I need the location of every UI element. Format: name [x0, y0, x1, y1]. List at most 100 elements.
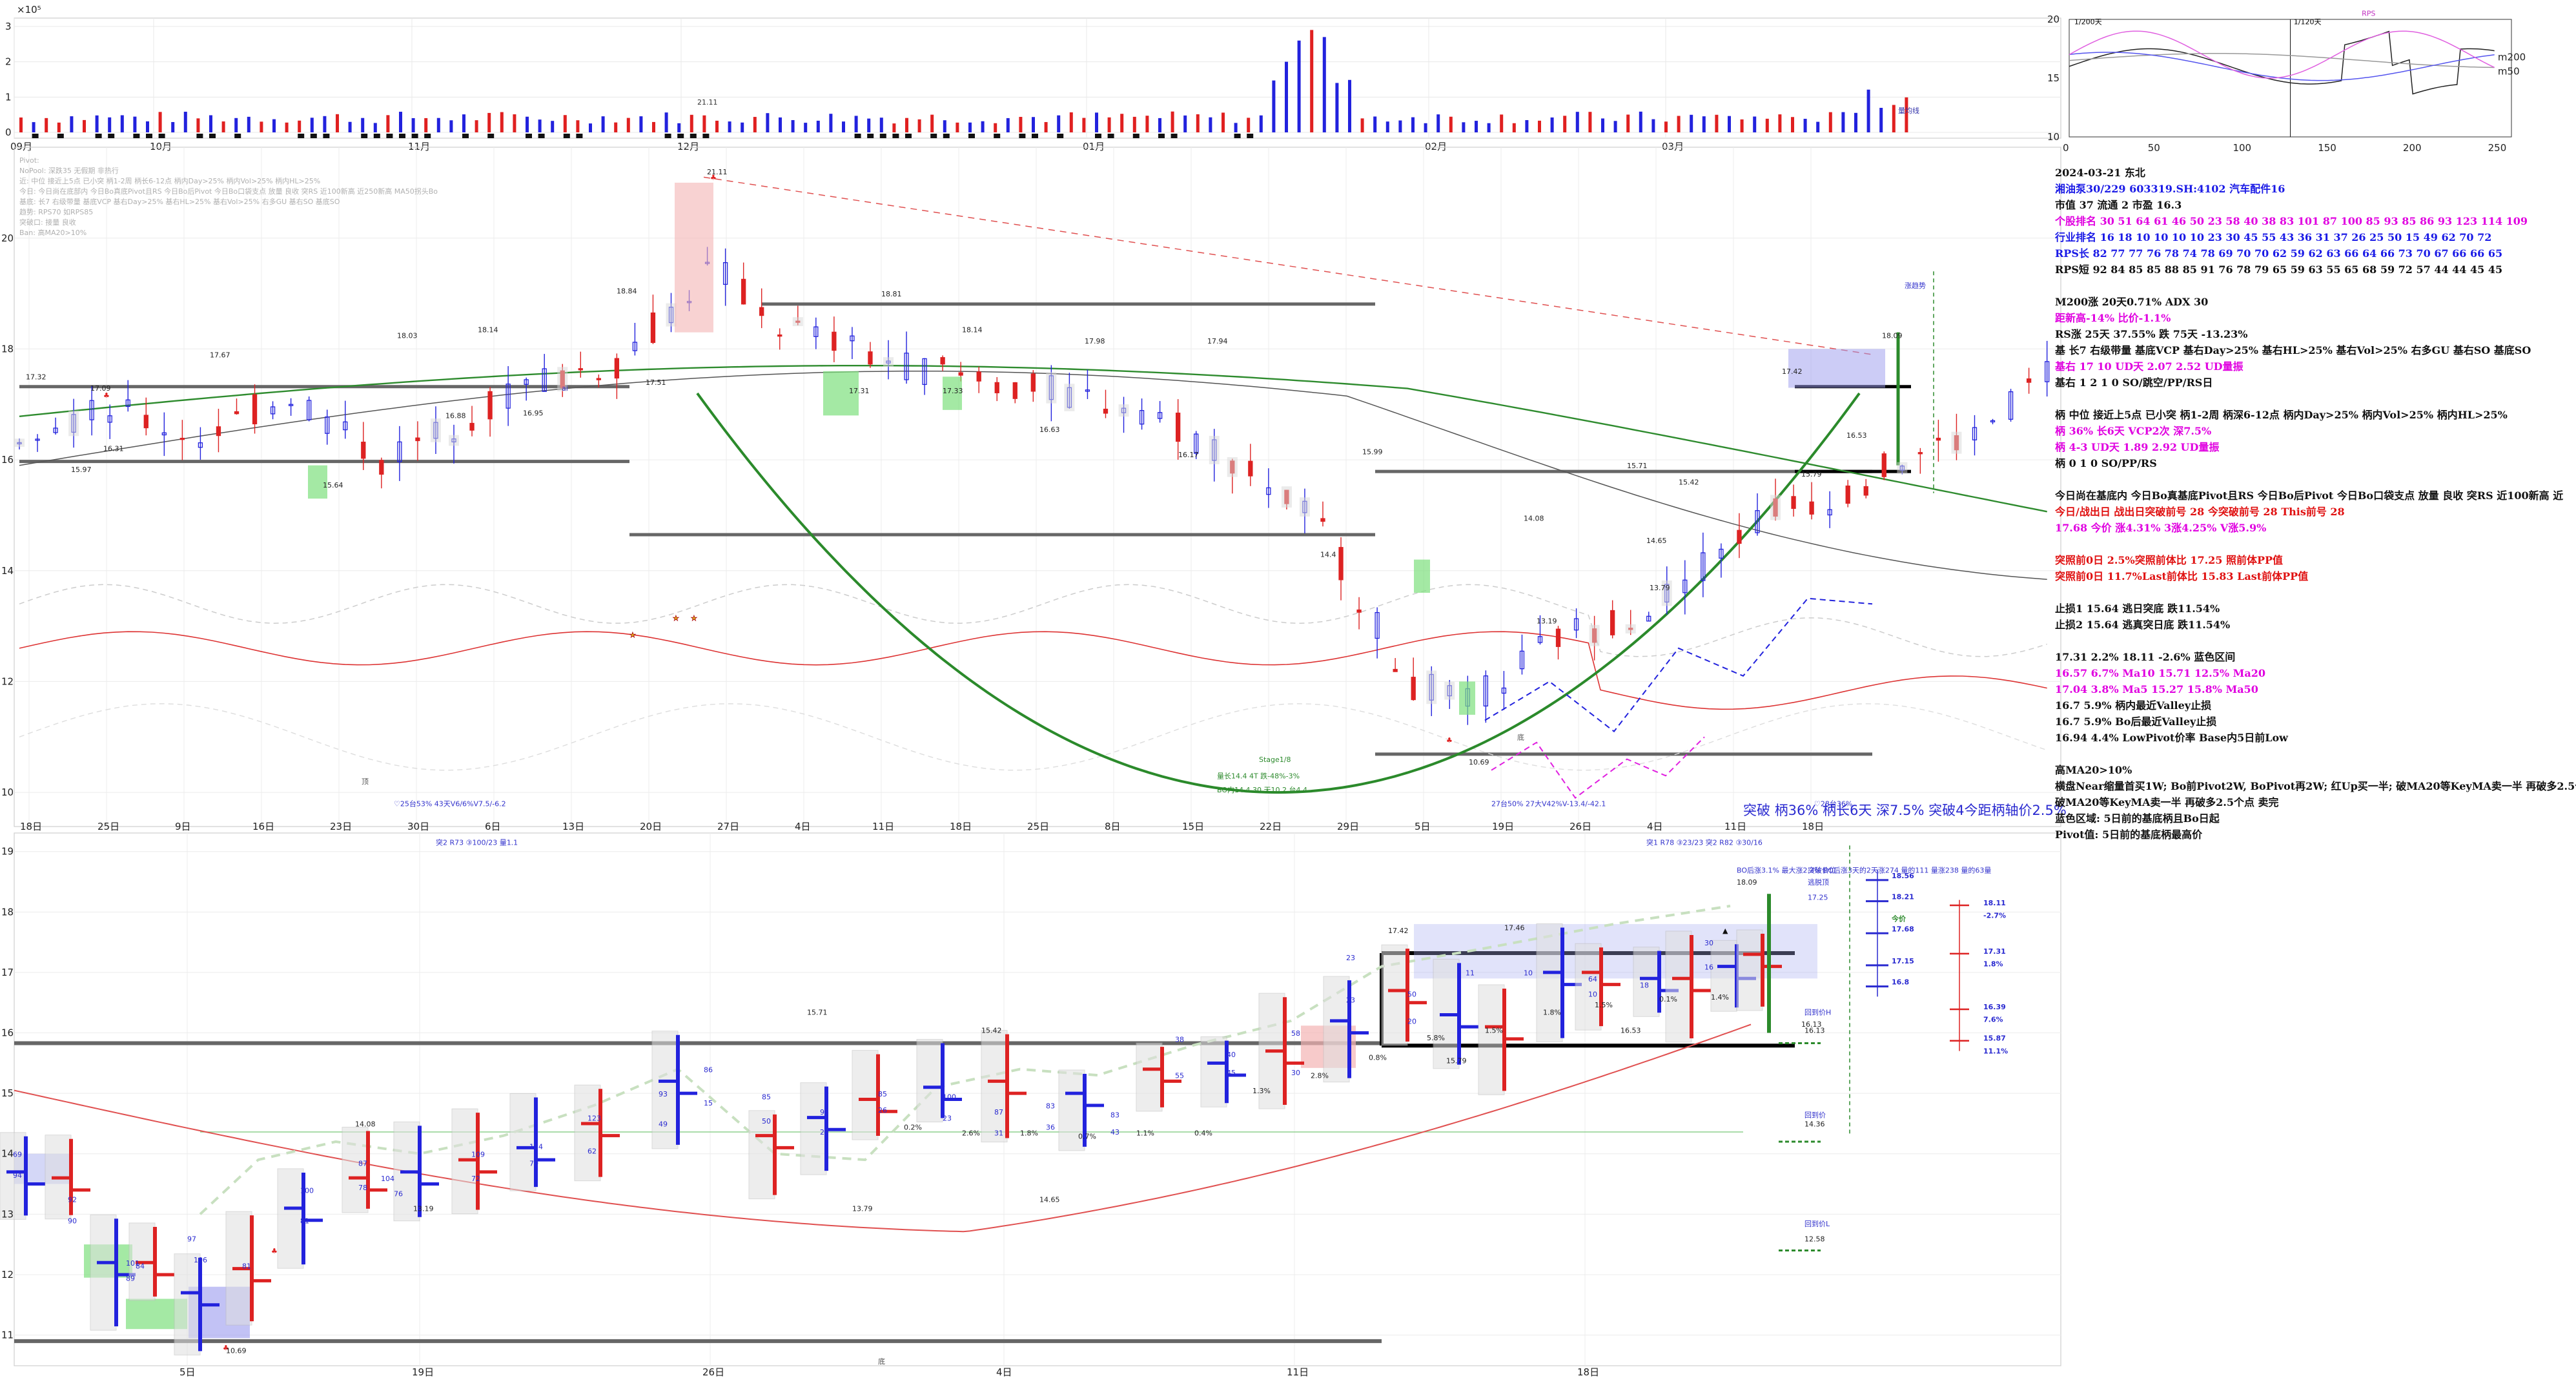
lower-pct-label: 0.2% [904, 1123, 922, 1131]
candle-body [288, 404, 294, 406]
main-y-ticks: 10 12 14 16 18 20 [1, 232, 14, 798]
volume-bar [1753, 116, 1757, 132]
lower-bar-number: 36 [1046, 1123, 1055, 1131]
candle-body [506, 384, 511, 409]
volume-bar [1019, 116, 1023, 132]
candle-body [1555, 628, 1561, 647]
candle-body [415, 437, 420, 442]
event-marker [994, 134, 1001, 138]
volume-bar [1170, 111, 1174, 132]
volume-bar [1702, 116, 1706, 132]
candle-shadow [792, 317, 803, 327]
lower-bar-number: 123 [588, 1114, 601, 1122]
mini-rps-line [2069, 30, 2495, 79]
main-price-label: 13.79 [1650, 584, 1670, 592]
lower-bottom-tag: 底 [878, 1357, 885, 1366]
volume-bar [1639, 111, 1642, 132]
revisit-mid-label: 回到价 [1804, 1111, 1826, 1120]
candle-body [958, 372, 963, 376]
info-ma-b: 17.04 3.8% Ma5 15.27 15.8% Ma50 [2055, 683, 2258, 695]
lower-bar-number: 64 [1588, 975, 1597, 983]
candle-body [596, 378, 601, 380]
volume-bar [336, 114, 339, 132]
lower-price-label: 13.19 [413, 1205, 434, 1213]
main-annotations: Stage1/8 量长14.4 4T 跌-48%-3% BO内14.4 30 天10… [103, 174, 1991, 875]
volume-y-tick: 3 [5, 21, 12, 32]
volume-bar [626, 118, 630, 132]
volume-bar [19, 117, 23, 132]
left-vcp-label: ♡25台53% 43天V6/6%V7.5/-6.2 [394, 799, 506, 808]
info-m200: M200涨 20天0.71% ADX 30 [2055, 296, 2209, 308]
lower-price-label: 15.79 [1446, 1056, 1467, 1065]
volume-bar [1487, 123, 1491, 132]
candle-body [1375, 612, 1380, 639]
info-ma-a: 16.57 6.7% Ma10 15.71 12.5% Ma20 [2055, 667, 2265, 679]
volume-bar [779, 117, 782, 132]
volume-bar [234, 118, 238, 132]
candle-shadow [666, 303, 677, 327]
candle-body [1719, 548, 1724, 559]
volume-bar [348, 121, 352, 132]
club-icon: ♣ [1446, 736, 1453, 745]
candle-shadow [14, 438, 25, 447]
info-valley1: 16.7 5.9% 柄内最近Valley止损 [2055, 699, 2212, 712]
candle-body [614, 358, 620, 379]
mini-x-tick: 0 [2063, 142, 2069, 154]
lower-pct-label: 2.6% [962, 1129, 980, 1138]
mini-m200-line [2069, 53, 2495, 68]
main-x-label: 13日 [562, 821, 584, 832]
volume-bar [45, 118, 48, 132]
volume-bar [1778, 114, 1782, 132]
lower-y-ticks: 11 12 13 14 15 16 17 18 19 [1, 846, 14, 1341]
volume-bar [133, 116, 137, 132]
volume-bar [551, 121, 555, 132]
info-rs: RS涨 25天 37.55% 跌 75天 -13.23% [2055, 328, 2248, 340]
volume-bar [956, 122, 959, 132]
volume-bar [829, 114, 833, 132]
volume-bar [1879, 107, 1883, 132]
event-marker [905, 134, 912, 138]
main-x-label: 11日 [1724, 821, 1746, 832]
lower-bar-shadow [1323, 976, 1350, 1083]
event-marker [209, 134, 216, 138]
main-price-label: 16.88 [445, 412, 466, 420]
info-note1: 横盘Near缩量首买1W; Bo前Pivot2W, BoPivot再2W; 红U… [2055, 780, 2576, 792]
lower-price-label: 16.13 [1801, 1020, 1822, 1029]
candle-body [813, 326, 819, 337]
candle-body [1610, 610, 1615, 635]
candle-body [1573, 618, 1579, 631]
lower-price-label: 17.42 [1388, 927, 1409, 935]
lower-bar-number: 69 [13, 1150, 22, 1158]
main-price-label: 10.69 [1469, 758, 1489, 766]
volume-bar [1538, 120, 1541, 132]
mini-label: 1/120天 [2294, 17, 2322, 26]
green-highlight [943, 376, 962, 410]
lower-bar-number: 89 [126, 1274, 135, 1282]
volume-y-ticks: 0 1 2 3 [5, 21, 12, 138]
candle-body [252, 394, 258, 425]
ladder-b-label: 1.8% [1983, 960, 2003, 969]
main-y-tick: 14 [1, 565, 14, 577]
volume-bar [1247, 118, 1251, 132]
main-price-label: 17.98 [1085, 337, 1105, 345]
volume-bar [285, 122, 289, 132]
event-marker [234, 134, 241, 138]
main-price-label: 16.31 [103, 444, 124, 453]
volume-month-label: 12月 [677, 141, 699, 152]
volume-bar [1475, 121, 1478, 132]
volume-bar [1803, 118, 1807, 132]
volume-bar [1297, 40, 1301, 132]
main-price-label: 15.79 [1801, 470, 1822, 478]
volume-bar [95, 115, 99, 132]
main-price-label: 16.95 [523, 409, 544, 417]
volume-bar [272, 119, 276, 132]
main-x-label: 8日 [1105, 821, 1121, 832]
event-marker [576, 134, 583, 138]
volume-bar [639, 116, 643, 132]
volume-bar [221, 121, 225, 132]
event-marker [133, 134, 140, 138]
volume-bar [576, 120, 580, 132]
lower-bar-shadow [574, 1084, 601, 1182]
volume-bar [753, 117, 757, 132]
lower-bar-number: 85 [878, 1090, 887, 1098]
